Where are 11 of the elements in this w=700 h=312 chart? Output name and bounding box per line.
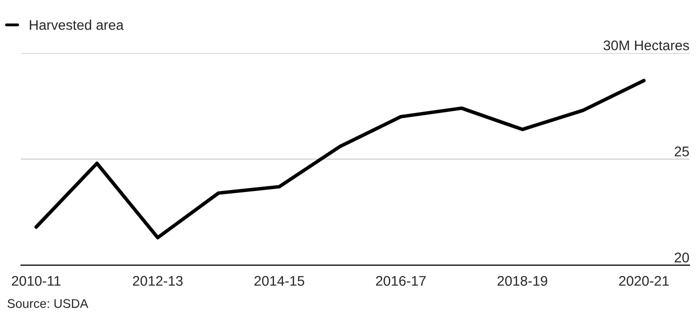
x-tick-label: 2016-17	[376, 276, 426, 286]
y-tick-label: 30M Hectares	[604, 40, 690, 50]
x-tick-label: 2010-11	[12, 276, 60, 286]
x-tick-label: 2020-21	[619, 276, 669, 286]
x-tick-label: 2018-19	[498, 276, 548, 286]
y-tick-label: 25	[674, 146, 689, 156]
x-tick-label: 2014-15	[254, 276, 304, 286]
x-tick-label: 2012-13	[132, 276, 183, 286]
source-note: Source: USDA	[8, 299, 88, 308]
legend-label: Harvested area	[30, 20, 124, 30]
y-tick-label: 20	[674, 252, 689, 262]
